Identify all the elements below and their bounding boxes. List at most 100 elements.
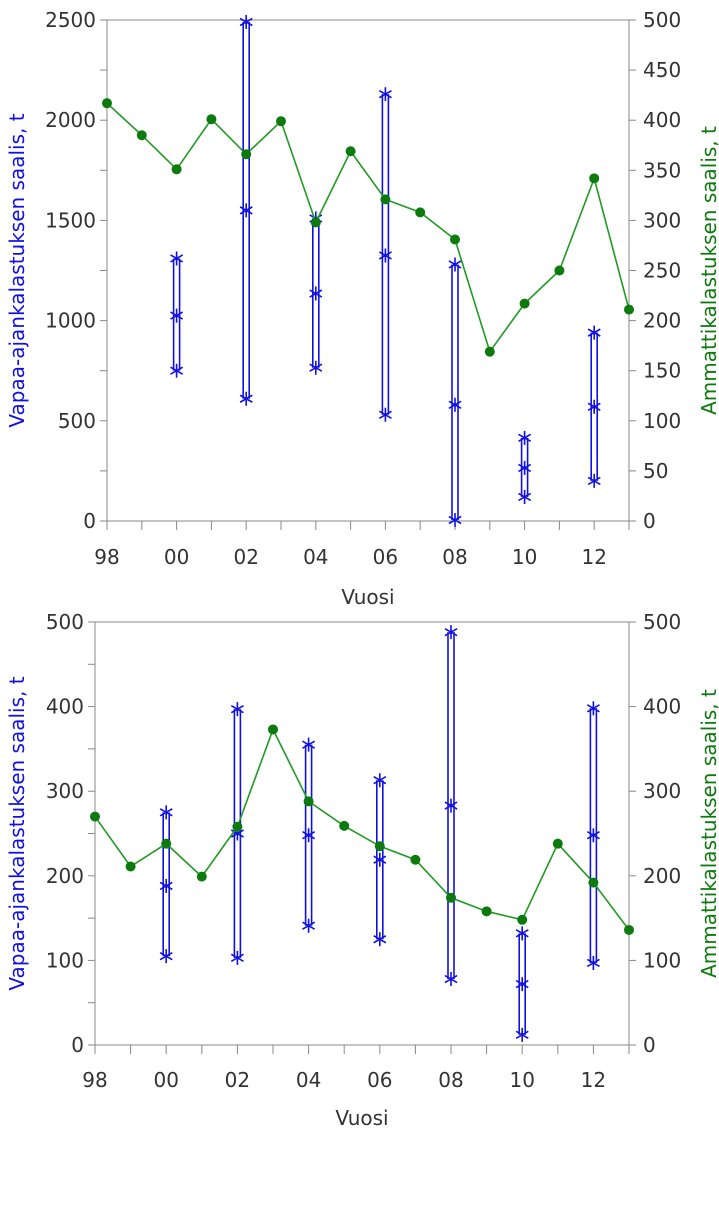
range-high-marker <box>159 805 173 820</box>
x-tick-label: 02 <box>225 1068 250 1092</box>
range-low-marker <box>302 918 316 933</box>
y-right-tick-label: 400 <box>643 695 681 719</box>
range-low-marker <box>373 932 387 947</box>
y-right-tick-label: 0 <box>643 1033 656 1057</box>
range-mid-marker <box>444 798 458 813</box>
commercial-catch-point <box>196 871 207 882</box>
range-mid-marker <box>586 828 600 843</box>
commercial-catch-point <box>624 924 634 935</box>
y-left-tick-label: 200 <box>46 864 84 888</box>
y-left-tick-label: 300 <box>46 779 84 803</box>
range-mid-marker <box>587 399 601 414</box>
commercial-catch-point <box>374 841 385 852</box>
x-tick-label: 06 <box>373 545 398 569</box>
x-tick-label: 98 <box>82 1068 107 1092</box>
y-right-tick-label: 300 <box>643 779 681 803</box>
y-right-tick-label: 100 <box>643 948 681 972</box>
range-low-marker <box>444 972 458 987</box>
range-mid-marker <box>159 878 173 893</box>
y-right-tick-label: 150 <box>643 359 681 383</box>
chart-panel-2: 98 00 02 04 06 08 10 12 0 100 200 300 400 500 0 100 200 3… <box>5 610 719 1130</box>
commercial-catch-point <box>276 116 286 127</box>
commercial-catch-line <box>106 102 630 354</box>
x-tick-label: 12 <box>581 545 606 569</box>
x-tick-label: 12 <box>581 1068 606 1092</box>
range-high-marker <box>170 251 184 266</box>
y-left-tick-label: 0 <box>83 509 96 533</box>
range-low-marker <box>586 955 600 970</box>
x-tick-label: 04 <box>303 545 328 569</box>
commercial-catch-point <box>484 346 495 357</box>
range-high-marker <box>587 325 601 340</box>
y-left-tick-label: 100 <box>46 948 84 972</box>
range-high-marker <box>518 430 532 445</box>
commercial-catch-point <box>552 838 563 849</box>
y-right-axis-title: Ammattikalastuksen saalis, t <box>697 689 719 978</box>
y-right-tick-label: 200 <box>643 309 681 333</box>
commercial-catch-line <box>94 727 630 931</box>
range-mid-marker <box>239 203 253 218</box>
x-tick-label: 08 <box>442 545 467 569</box>
y-left-tick-label: 400 <box>46 695 84 719</box>
range-low-marker <box>239 391 253 406</box>
y-right-tick-label: 450 <box>643 58 681 82</box>
commercial-catch-point <box>380 194 391 205</box>
commercial-catch-point <box>345 146 356 157</box>
range-low-marker <box>378 407 392 422</box>
y-left-tick-label: 500 <box>46 610 84 634</box>
plot-frame <box>106 19 630 522</box>
commercial-catch-point <box>481 906 492 917</box>
commercial-catch-point <box>446 892 456 903</box>
commercial-catch-point <box>125 861 136 872</box>
x-tick-label: 04 <box>296 1068 321 1092</box>
range-low-marker <box>309 360 323 375</box>
commercial-catch-point <box>339 820 350 831</box>
range-high-marker <box>378 87 392 102</box>
commercial-catch-point <box>554 265 565 276</box>
commercial-catch-point <box>206 114 217 125</box>
y-right-tick-label: 500 <box>643 610 681 634</box>
range-high-marker <box>586 701 600 716</box>
y-right-tick-label: 0 <box>643 509 656 533</box>
commercial-catch-point <box>268 724 278 735</box>
range-mid-marker <box>515 977 529 992</box>
range-mid-marker <box>373 852 387 867</box>
commercial-catch-point <box>303 796 314 807</box>
plot-frame <box>94 621 630 1046</box>
x-tick-label: 10 <box>509 1068 534 1092</box>
range-mid-marker <box>309 286 323 301</box>
commercial-catch-point <box>588 877 599 888</box>
range-high-marker <box>230 702 244 717</box>
range-low-marker <box>230 950 244 965</box>
y-right-tick-label: 500 <box>643 8 681 32</box>
commercial-catch-point <box>310 217 321 228</box>
x-tick-label: 06 <box>367 1068 392 1092</box>
y-right-axis-title: Ammattikalastuksen saalis, t <box>697 126 719 415</box>
commercial-catch-point <box>589 173 600 184</box>
y-right-tick-label: 200 <box>643 864 681 888</box>
range-high-marker <box>239 15 253 30</box>
x-tick-label: 02 <box>233 545 258 569</box>
range-mid-marker <box>170 308 184 323</box>
y-left-axis-title: Vapaa-ajankalastuksen saalis, t <box>5 676 29 990</box>
range-low-marker <box>587 473 601 488</box>
y-right-tick-label: 400 <box>643 108 681 132</box>
y-left-tick-label: 500 <box>58 409 96 433</box>
y-right-tick-label: 300 <box>643 208 681 232</box>
commercial-catch-point <box>136 130 147 141</box>
commercial-catch-point <box>232 821 243 832</box>
x-tick-label: 08 <box>438 1068 463 1092</box>
y-right-tick-label: 50 <box>643 459 668 483</box>
commercial-catch-point <box>161 838 172 849</box>
x-tick-label: 98 <box>94 545 119 569</box>
range-low-marker <box>159 949 173 964</box>
y-right-tick-label: 250 <box>643 259 681 283</box>
commercial-catch-point <box>415 207 426 218</box>
range-mid-marker <box>518 460 532 475</box>
x-tick-label: 10 <box>512 545 537 569</box>
range-mid-marker <box>302 828 316 843</box>
range-low-marker <box>515 1027 529 1042</box>
y-left-tick-label: 0 <box>71 1033 84 1057</box>
y-left-axis-title: Vapaa-ajankalastuksen saalis, t <box>5 113 29 427</box>
